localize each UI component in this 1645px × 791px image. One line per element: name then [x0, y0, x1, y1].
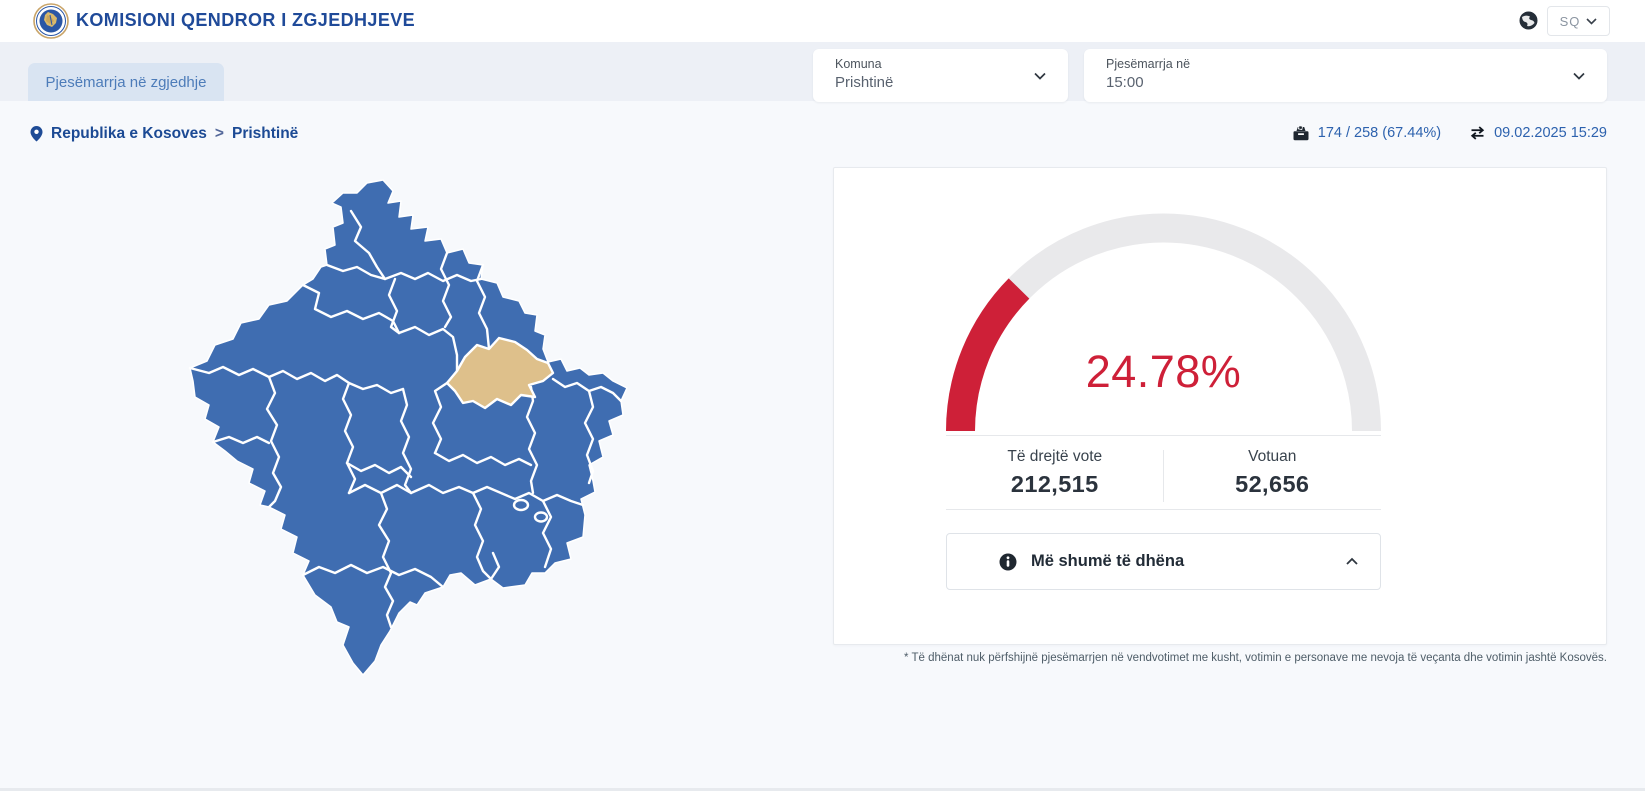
participation-gauge: [946, 213, 1381, 432]
app-header: KOMISIONI QENDROR I ZGJEDHJEVE SQ: [0, 0, 1645, 42]
kosovo-municipalities-map[interactable]: [185, 175, 630, 685]
participation-time-dropdown[interactable]: Pjesëmarrja në 15:00: [1084, 49, 1607, 102]
tab-participation-label: Pjesëmarrja në zgjedhje: [45, 73, 207, 91]
municipality-dropdown-label: Komuna: [835, 57, 882, 71]
page-bottom-edge: [0, 788, 1645, 791]
participation-time-label: Pjesëmarrja në: [1106, 57, 1191, 71]
filter-bar: Pjesëmarrja në zgjedhje Komuna Prishtinë…: [0, 42, 1645, 102]
last-updated-text: 09.02.2025 15:29: [1494, 125, 1607, 141]
data-footnote: * Të dhënat nuk përfshijnë pjesëmarrjen …: [904, 652, 1607, 664]
reporting-status: 174 / 258 (67.44%): [1292, 125, 1441, 141]
refresh-sync-icon: [1470, 126, 1485, 140]
voted-value: 52,656: [1235, 471, 1310, 497]
gauge-track-arc: [946, 213, 1381, 432]
reporting-status-text: 174 / 258 (67.44%): [1317, 125, 1442, 141]
divider: [946, 435, 1381, 436]
chevron-down-icon: [1034, 72, 1046, 80]
tab-participation[interactable]: Pjesëmarrja në zgjedhje: [28, 63, 224, 101]
info-icon: [999, 553, 1017, 570]
map-country-shape[interactable]: [189, 179, 628, 676]
breadcrumb-country[interactable]: Republika e Kosoves: [51, 125, 207, 142]
map-municipality-prishtine-selected[interactable]: [445, 336, 555, 410]
chevron-down-icon: [1573, 72, 1585, 80]
gauge-value-text: 24.78%: [1085, 346, 1242, 397]
breadcrumb: Republika e Kosoves > Prishtinë: [30, 125, 298, 143]
gauge-value-arc: [946, 278, 1030, 432]
more-data-toggle[interactable]: Më shumë të dhëna: [946, 533, 1381, 590]
breadcrumb-separator: >: [214, 125, 224, 142]
status-bar: 174 / 258 (67.44%) 09.02.2025 15:29: [1292, 125, 1607, 141]
participation-stats: Të drejtë vote 212,515 Votuan 52,656: [946, 445, 1381, 507]
divider: [946, 509, 1381, 510]
breadcrumb-municipality: Prishtinë: [231, 125, 299, 142]
municipality-dropdown[interactable]: Komuna Prishtinë: [813, 49, 1068, 102]
stats-divider: [1163, 450, 1164, 502]
page-title: KOMISIONI QENDROR I ZGJEDHJEVE: [76, 10, 416, 30]
eligible-voters-stat: Të drejtë vote 212,515: [946, 445, 1164, 507]
voted-label: Votuan: [1248, 448, 1297, 465]
participation-card: 24.78% Të drejtë vote 212,515 Votuan 52,…: [833, 167, 1607, 645]
more-data-label: Më shumë të dhëna: [1031, 552, 1185, 570]
chevron-down-icon: [1586, 17, 1597, 25]
last-updated: 09.02.2025 15:29: [1469, 125, 1607, 141]
map-municipality-borders: [188, 209, 623, 629]
participation-time-value: 15:00: [1106, 74, 1144, 91]
voted-stat: Votuan 52,656: [1164, 445, 1382, 507]
municipality-dropdown-value: Prishtinë: [835, 74, 894, 91]
language-selector[interactable]: SQ: [1547, 6, 1610, 36]
ballot-box-icon: [1293, 125, 1309, 141]
chevron-up-icon: [1346, 557, 1358, 565]
eligible-voters-value: 212,515: [1010, 471, 1099, 497]
language-code: SQ: [1559, 13, 1581, 29]
kqz-logo-icon: [33, 3, 69, 39]
language-globe-icon: [1519, 11, 1538, 30]
location-pin-icon: [30, 126, 43, 142]
eligible-voters-label: Të drejtë vote: [1007, 448, 1103, 465]
